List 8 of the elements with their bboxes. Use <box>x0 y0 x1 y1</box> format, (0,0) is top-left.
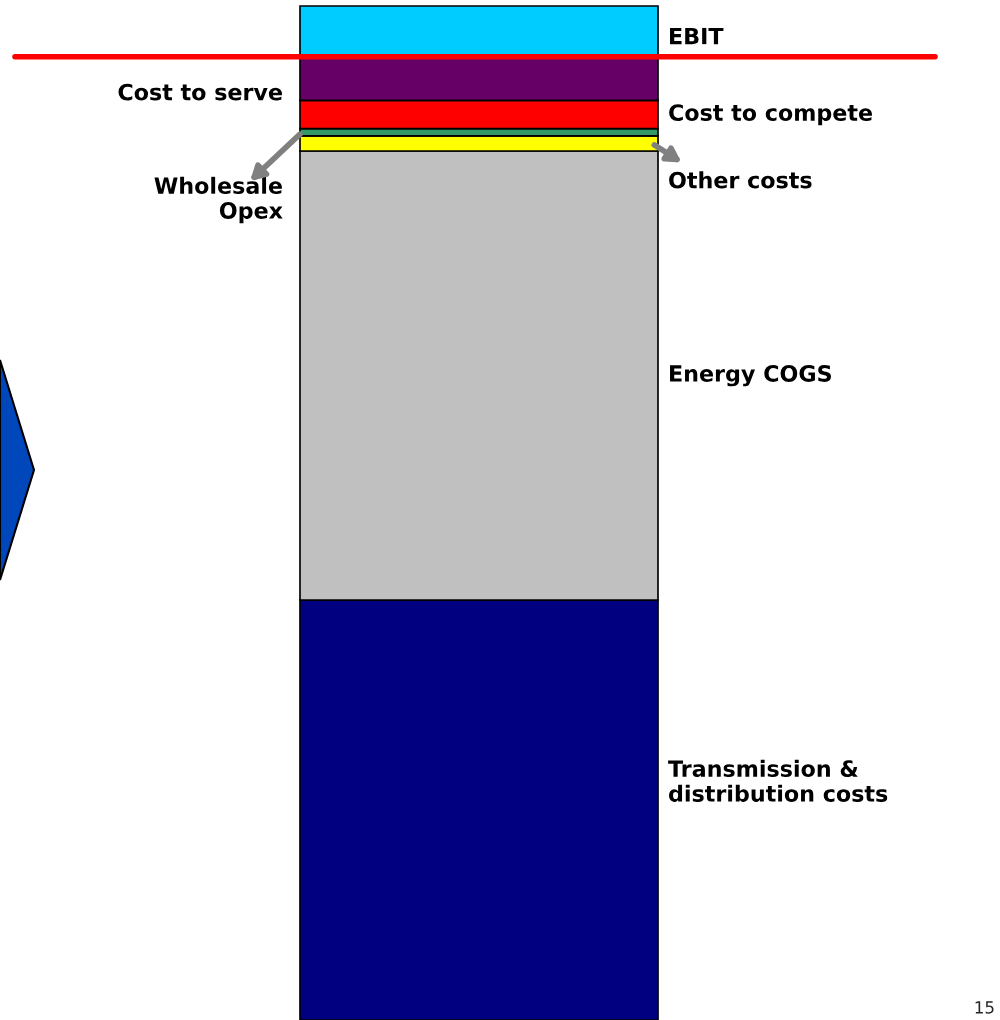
series-label: EBIT <box>670 27 724 45</box>
series-label: Cost to compete <box>669 104 872 126</box>
series-label: Other costs <box>669 171 812 189</box>
text: 15 <box>975 1001 994 1014</box>
series-label: Cost to serve <box>118 83 282 101</box>
text: Wholesale Opex <box>154 176 283 224</box>
series-label: Energy COGS <box>670 365 831 387</box>
series-label: Transmission & distribution costs <box>668 759 888 802</box>
